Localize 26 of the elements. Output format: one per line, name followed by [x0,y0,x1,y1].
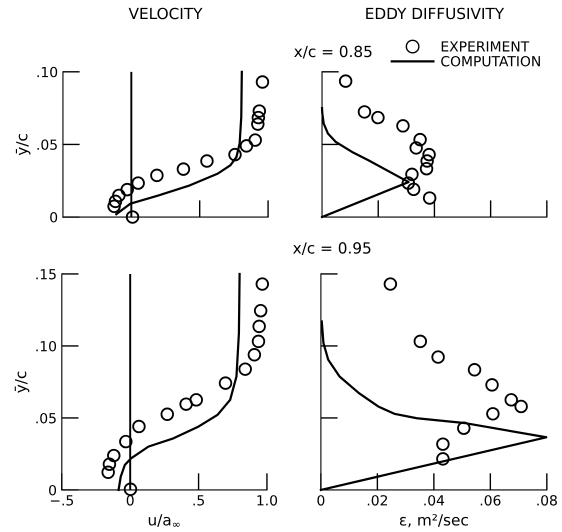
y-tick-label: .15 [36,269,56,280]
y-tick-label: .10 [36,340,56,352]
x-axis-title: u/a$_{∞}$ [148,514,180,527]
x-tick-label: .5 [193,495,204,506]
x-tick-label: 1.0 [257,495,278,506]
x-tick-label: .06 [480,495,501,506]
x-tick-label: −.5 [50,495,74,506]
x-axis-title: ε, m²/sec [400,514,468,528]
text: x/c = 0.85 [294,46,372,58]
text: x/c = 0.95 [293,242,370,255]
chart-title: EDDY DIFFUSIVITY [366,8,504,20]
legend-label: EXPERIMENT [442,41,530,52]
y-tick-label: .05 [37,139,57,150]
y-tick-label: .10 [37,66,58,78]
x-tick-label: .04 [424,495,444,506]
x-tick-label: 0 [317,495,324,506]
y-tick-label: .05 [36,412,56,424]
y-axis-title: ȳ/c [16,134,30,156]
x-tick-label: .08 [537,495,557,506]
y-axis-title: ȳ/c [14,372,30,393]
x-tick-label: .02 [368,495,388,506]
legend-label: COMPUTATION [441,56,540,66]
chart-title: VELOCITY [128,8,202,20]
y-tick-label: 0 [50,212,58,223]
y-tick-label: 0 [49,484,56,496]
x-tick-label: 0 [126,495,134,506]
